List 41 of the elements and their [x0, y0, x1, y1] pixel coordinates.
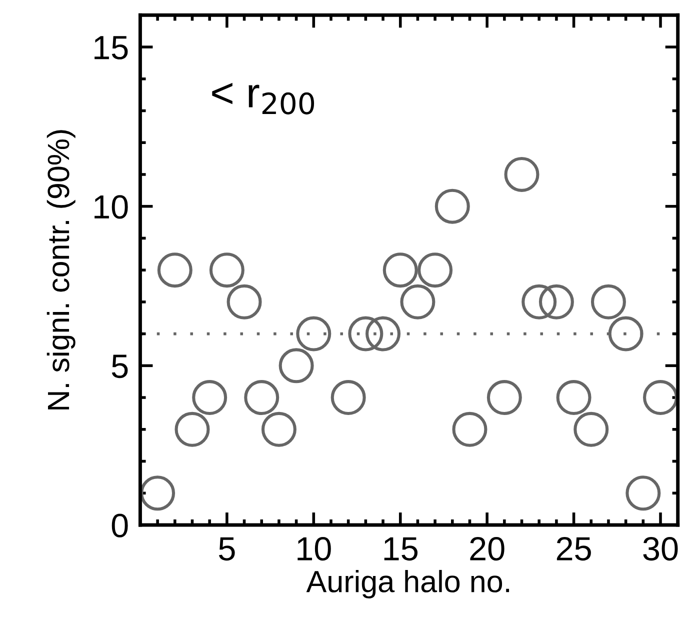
- point: [434, 188, 470, 224]
- point: [261, 412, 296, 447]
- point: [226, 284, 262, 320]
- x-axis-title: Auriga halo no.: [306, 570, 510, 598]
- y-tick-label: 10: [94, 195, 128, 219]
- point: [608, 316, 644, 352]
- y-tick-label: 15: [94, 36, 128, 60]
- x-tick-label: 10: [298, 536, 331, 561]
- point: [538, 284, 574, 320]
- point: [348, 316, 384, 352]
- x-tick-label: 5: [219, 537, 235, 561]
- point: [556, 380, 592, 416]
- point: [643, 380, 678, 416]
- point: [504, 156, 540, 192]
- y-axis-title: N. signi. contr. (90%): [46, 130, 76, 410]
- point: [418, 252, 453, 288]
- x-tick-label: 30: [643, 536, 678, 561]
- point: [192, 380, 228, 416]
- point: [209, 252, 244, 288]
- point: [330, 380, 366, 416]
- point: [366, 316, 401, 352]
- x-tick-label: 15: [384, 537, 418, 561]
- x-tick-label: 20: [470, 536, 504, 561]
- point: [452, 412, 488, 447]
- y-tick-label: 0: [112, 514, 128, 538]
- point: [382, 252, 418, 288]
- point: [278, 348, 314, 384]
- point: [140, 476, 176, 511]
- point: [522, 284, 557, 320]
- point: [244, 380, 280, 416]
- point: [296, 316, 332, 352]
- point: [486, 380, 522, 416]
- point: [574, 412, 609, 447]
- point: [174, 412, 210, 447]
- x-tick-label: 25: [556, 536, 591, 561]
- point: [590, 284, 626, 320]
- point: [626, 476, 661, 511]
- point: [400, 284, 436, 320]
- annotation: < r$_{200}$: [212, 82, 314, 114]
- point: [157, 252, 192, 288]
- y-tick-label: 5: [112, 354, 128, 378]
